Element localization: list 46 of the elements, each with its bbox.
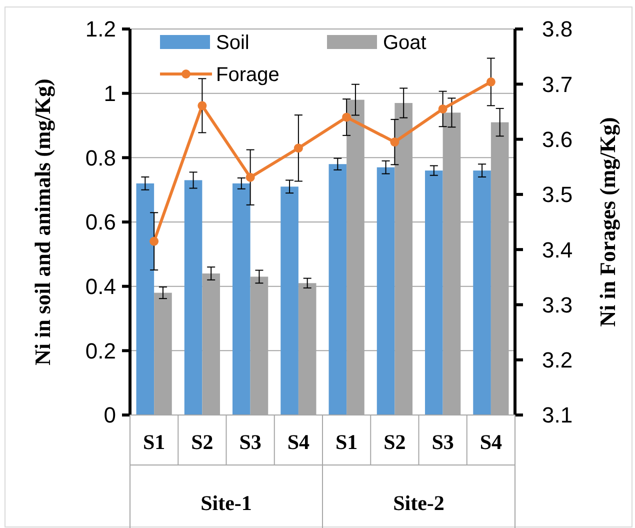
text: Site-1 xyxy=(200,491,252,515)
y2-tick-label: 3.8 xyxy=(542,16,573,42)
y2-tick-label: 3.2 xyxy=(542,348,573,373)
bar xyxy=(280,186,298,415)
bar xyxy=(328,164,347,415)
text: Site-2 xyxy=(393,491,444,515)
y2-tick-label: 3.6 xyxy=(542,126,573,152)
point xyxy=(198,101,207,110)
y2-tick-label: 3.1 xyxy=(542,402,573,428)
y2-tick-label: 3.7 xyxy=(542,72,573,97)
legend-label: Forage xyxy=(216,64,280,86)
y2-tick-label: 3.4 xyxy=(542,237,573,262)
y-tick-label: 0.6 xyxy=(85,210,116,235)
x-tick-label: S4 xyxy=(480,430,503,454)
x-tick-label: S4 xyxy=(287,430,310,454)
point xyxy=(486,77,496,86)
point xyxy=(438,104,448,114)
legend-label: Soil xyxy=(216,32,250,54)
y2-tick-label: 3.3 xyxy=(542,292,573,318)
y-tick-label: 0 xyxy=(104,402,116,428)
y-tick-label: 0.2 xyxy=(85,338,116,364)
point xyxy=(390,138,400,147)
point xyxy=(294,144,303,153)
y-tick-label: 0.4 xyxy=(85,274,116,300)
y2-tick-label: 3.5 xyxy=(542,182,573,208)
y-tick-label: 1 xyxy=(104,81,116,106)
point xyxy=(150,236,159,246)
y2-axis-title: Ni in Forages (mg/Kg) xyxy=(595,117,620,327)
y-axis-title: Ni in soil and animals (mg/Kg) xyxy=(30,78,55,366)
point xyxy=(342,112,352,122)
bar xyxy=(425,170,443,415)
bar xyxy=(376,167,395,415)
x-tick-label: S1 xyxy=(142,430,166,454)
x-tick-label: S2 xyxy=(191,430,214,454)
bar xyxy=(473,170,491,415)
bar xyxy=(136,183,154,415)
x-tick-label: S2 xyxy=(384,430,406,454)
y-tick-label: 0.8 xyxy=(85,145,116,170)
x-tick-label: S3 xyxy=(432,430,454,454)
y-tick-label: 1.2 xyxy=(85,16,116,42)
bar xyxy=(232,183,250,415)
bar xyxy=(184,180,202,415)
x-tick-label: S3 xyxy=(239,430,262,454)
legend-label: Goat xyxy=(383,32,427,54)
x-tick-label: S1 xyxy=(335,430,358,454)
point xyxy=(246,172,255,182)
